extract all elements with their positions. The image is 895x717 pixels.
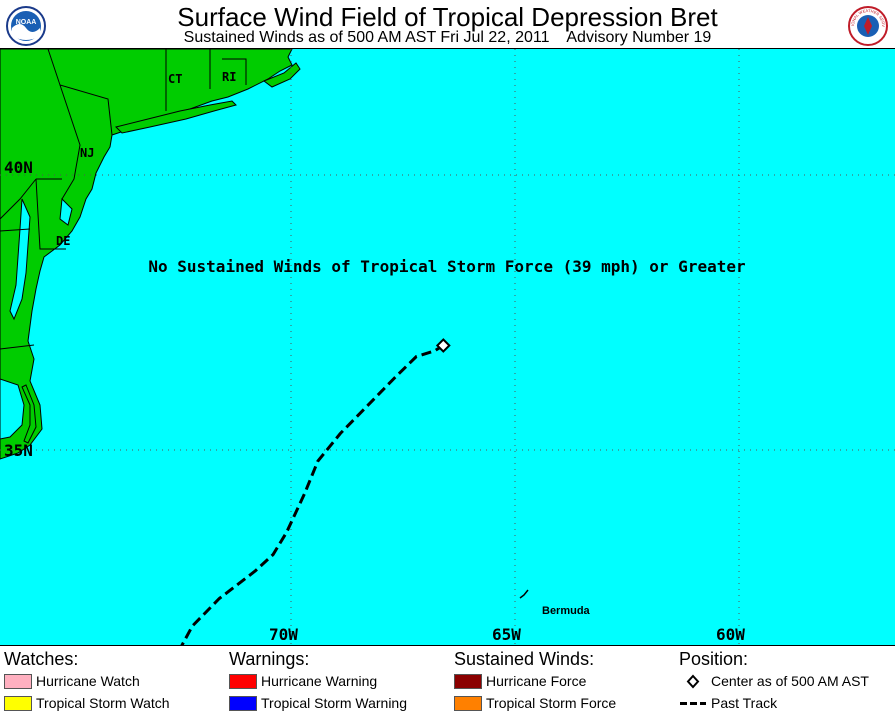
legend-item-hurricane-warning: Hurricane Warning: [229, 670, 407, 692]
hurricane-watch-swatch: [4, 673, 32, 689]
map-header: NOAA Surface Wind Field of Tropical Depr…: [0, 0, 895, 48]
past-track-line: [179, 344, 445, 646]
map-subtitle: Sustained Winds as of 500 AM AST Fri Jul…: [183, 29, 712, 46]
tropical-storm-watch-swatch: [4, 695, 32, 711]
land-long-island: [115, 100, 237, 134]
tropical-storm-force-swatch: [454, 695, 482, 711]
lat-label-40n: 40N: [4, 158, 33, 177]
land-cape-cod: [262, 62, 301, 88]
legend-watches: Watches: Hurricane Watch Tropical Storm …: [4, 648, 170, 714]
legend-warnings: Warnings: Hurricane Warning Tropical Sto…: [229, 648, 407, 714]
legend-item-tropical-storm-watch: Tropical Storm Watch: [4, 692, 170, 714]
pamlico-sound: [0, 378, 25, 440]
state-label-ri: RI: [222, 70, 236, 84]
no-wind-message: No Sustained Winds of Tropical Storm For…: [148, 257, 745, 276]
state-label-de: DE: [56, 234, 70, 248]
bermuda-island: [519, 589, 529, 599]
legend-position-heading: Position:: [679, 649, 749, 669]
storm-center-diamond-icon: [435, 338, 451, 353]
map-title: Surface Wind Field of Tropical Depressio…: [177, 2, 718, 32]
hurricane-warning-swatch: [229, 673, 257, 689]
noaa-logo: NOAA: [6, 6, 46, 46]
legend-item-center: Center as of 500 AM AST: [679, 670, 869, 692]
map-labels: CT RI NJ DE 40N 35N 70W 65W 60W No Susta…: [4, 70, 746, 644]
nws-logo: NATIONAL WEATHER SERVICE: [848, 6, 888, 46]
svg-text:NOAA: NOAA: [16, 19, 37, 26]
legend-label: Center as of 500 AM AST: [711, 673, 869, 689]
legend-label: Hurricane Force: [486, 673, 587, 689]
state-label-ct: CT: [168, 72, 182, 86]
legend-position: Position: Center as of 500 AM AST Past T…: [679, 648, 869, 714]
land-us-east-coast: [0, 49, 293, 460]
wind-field-map: CT RI NJ DE 40N 35N 70W 65W 60W No Susta…: [0, 48, 895, 646]
legend-sustained-winds: Sustained Winds: Hurricane Force Tropica…: [454, 648, 616, 714]
tropical-storm-warning-swatch: [229, 695, 257, 711]
lat-label-35n: 35N: [4, 441, 33, 460]
hurricane-force-swatch: [454, 673, 482, 689]
map-legend: Watches: Hurricane Watch Tropical Storm …: [0, 645, 895, 717]
legend-item-tropical-storm-warning: Tropical Storm Warning: [229, 692, 407, 714]
state-boundaries: [0, 49, 247, 350]
dashed-line-icon: [679, 696, 707, 711]
lon-label-70w: 70W: [269, 625, 298, 644]
legend-winds-heading: Sustained Winds:: [454, 649, 595, 669]
legend-label: Tropical Storm Warning: [261, 695, 408, 711]
legend-label: Tropical Storm Force: [486, 695, 617, 711]
legend-label: Past Track: [711, 695, 778, 711]
legend-item-past-track: Past Track: [679, 692, 869, 714]
lon-label-65w: 65W: [492, 625, 521, 644]
legend-item-hurricane-force: Hurricane Force: [454, 670, 616, 692]
legend-item-tropical-storm-force: Tropical Storm Force: [454, 692, 616, 714]
outer-banks: [21, 384, 37, 444]
diamond-icon: [679, 674, 707, 689]
lon-label-60w: 60W: [716, 625, 745, 644]
legend-item-hurricane-watch: Hurricane Watch: [4, 670, 170, 692]
map-canvas: CT RI NJ DE 40N 35N 70W 65W 60W No Susta…: [0, 49, 895, 646]
legend-label: Hurricane Watch: [36, 673, 140, 689]
state-label-nj: NJ: [80, 146, 94, 160]
legend-label: Tropical Storm Watch: [36, 695, 170, 711]
bermuda-label: Bermuda: [542, 605, 591, 617]
legend-watches-heading: Watches:: [4, 649, 79, 669]
delaware-bay: [59, 197, 73, 226]
legend-label: Hurricane Warning: [261, 673, 378, 689]
legend-warnings-heading: Warnings:: [229, 649, 310, 669]
